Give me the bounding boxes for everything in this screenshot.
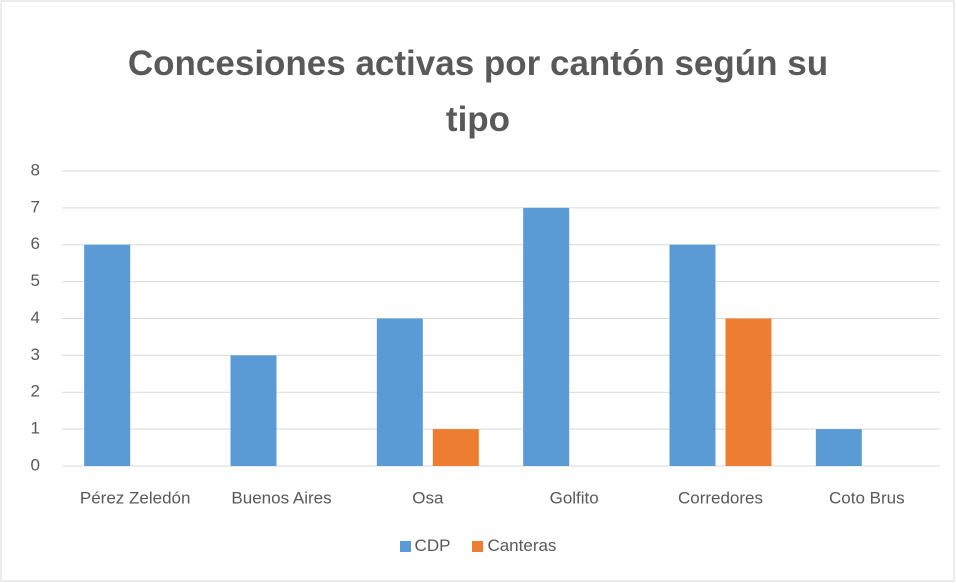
y-tick-label: 8 (31, 160, 40, 179)
x-tick-label: Pérez Zeledón (80, 488, 191, 507)
legend-label: CDP (414, 536, 451, 555)
bar (84, 244, 131, 466)
x-tick-label: Coto Brus (829, 488, 905, 507)
y-tick-label: 2 (31, 382, 40, 401)
legend-label: Canteras (487, 536, 557, 555)
bar (725, 318, 772, 466)
bar (376, 318, 423, 466)
x-tick-label: Corredores (678, 488, 763, 507)
x-tick-label: Golfito (550, 488, 599, 507)
y-tick-label: 5 (31, 271, 40, 290)
bar (230, 355, 277, 466)
y-tick-label: 6 (31, 234, 40, 253)
bar (523, 207, 570, 466)
bar (669, 244, 716, 466)
x-tick-label: Buenos Aires (231, 488, 331, 507)
legend-item: CDP (399, 536, 451, 556)
y-tick-label: 7 (31, 197, 40, 216)
x-tick-label: Osa (412, 488, 444, 507)
legend-swatch (399, 540, 411, 552)
chart-title: Concesiones activas por cantón según su … (127, 44, 829, 139)
legend-item: Canteras (472, 536, 556, 556)
y-tick-label: 1 (31, 419, 40, 438)
legend-swatch (472, 540, 484, 552)
legend: CDP Canteras (0, 536, 956, 556)
y-tick-label: 4 (31, 308, 40, 327)
y-tick-label: 3 (31, 345, 40, 364)
bar (815, 429, 862, 466)
y-tick-label: 0 (31, 455, 40, 474)
bar (432, 429, 479, 466)
